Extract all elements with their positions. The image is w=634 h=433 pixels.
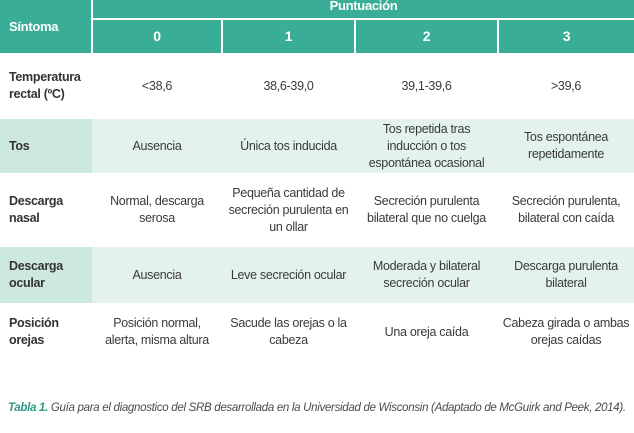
table-cell: Posición normal, alerta, misma altura: [92, 303, 222, 361]
table-cell: Sacude las orejas o la cabeza: [222, 303, 355, 361]
header-score-1: 1: [222, 19, 356, 53]
table-cell: Ausencia: [92, 247, 222, 303]
symptom-label: Tos: [0, 119, 92, 173]
table-cell: Moderada y bilateral secreción ocular: [355, 247, 498, 303]
table-cell: Descarga purulenta bilateral: [498, 247, 634, 303]
table-cell: Ausencia: [92, 119, 222, 173]
table-cell: Una oreja caída: [355, 303, 498, 361]
table-cell: Secreción purulenta, bilateral con caída: [498, 173, 634, 247]
table-row: Temperatura rectal (ºC) <38,6 38,6-39,0 …: [0, 53, 634, 119]
caption-label: Tabla 1.: [8, 402, 48, 414]
table-cell: Cabeza girada o ambas orejas caídas: [498, 303, 634, 361]
table-cell: Única tos inducida: [222, 119, 355, 173]
header-score-0: 0: [92, 19, 223, 53]
table-row: Tos Ausencia Única tos inducida Tos repe…: [0, 119, 634, 173]
table-cell: <38,6: [92, 53, 222, 119]
table-cell: Normal, descarga serosa: [92, 173, 222, 247]
table-caption: Tabla 1. Guía para el diagnostico del SR…: [8, 402, 628, 414]
caption-text: Guía para el diagnostico del SRB desarro…: [48, 402, 626, 414]
symptom-label: Descarga ocular: [0, 247, 92, 303]
table-row: Descarga ocular Ausencia Leve secreción …: [0, 247, 634, 303]
symptom-label: Posición orejas: [0, 303, 92, 361]
header-score-2: 2: [355, 19, 499, 53]
table-cell: Tos espontánea repetidamente: [498, 119, 634, 173]
table-cell: 38,6-39,0: [222, 53, 355, 119]
symptom-label: Descarga nasal: [0, 173, 92, 247]
table-row: Posición orejas Posición normal, alerta,…: [0, 303, 634, 361]
table-cell: Tos repetida tras inducción o tos espont…: [355, 119, 498, 173]
table-cell: Leve secreción ocular: [222, 247, 355, 303]
table-cell: >39,6: [498, 53, 634, 119]
header-score-group: Puntuación: [92, 0, 634, 20]
table-cell: 39,1-39,6: [355, 53, 498, 119]
header-symptom: Síntoma: [0, 0, 93, 53]
scoring-table: Síntoma Puntuación 0 1 2 3 Temperatura r…: [0, 0, 634, 361]
header-score-3: 3: [498, 19, 634, 53]
table-cell: Pequeña cantidad de secreción purulenta …: [222, 173, 355, 247]
table-row: Descarga nasal Normal, descarga serosa P…: [0, 173, 634, 247]
symptom-label: Temperatura rectal (ºC): [0, 53, 92, 119]
table-cell: Secreción purulenta bilateral que no cue…: [355, 173, 498, 247]
